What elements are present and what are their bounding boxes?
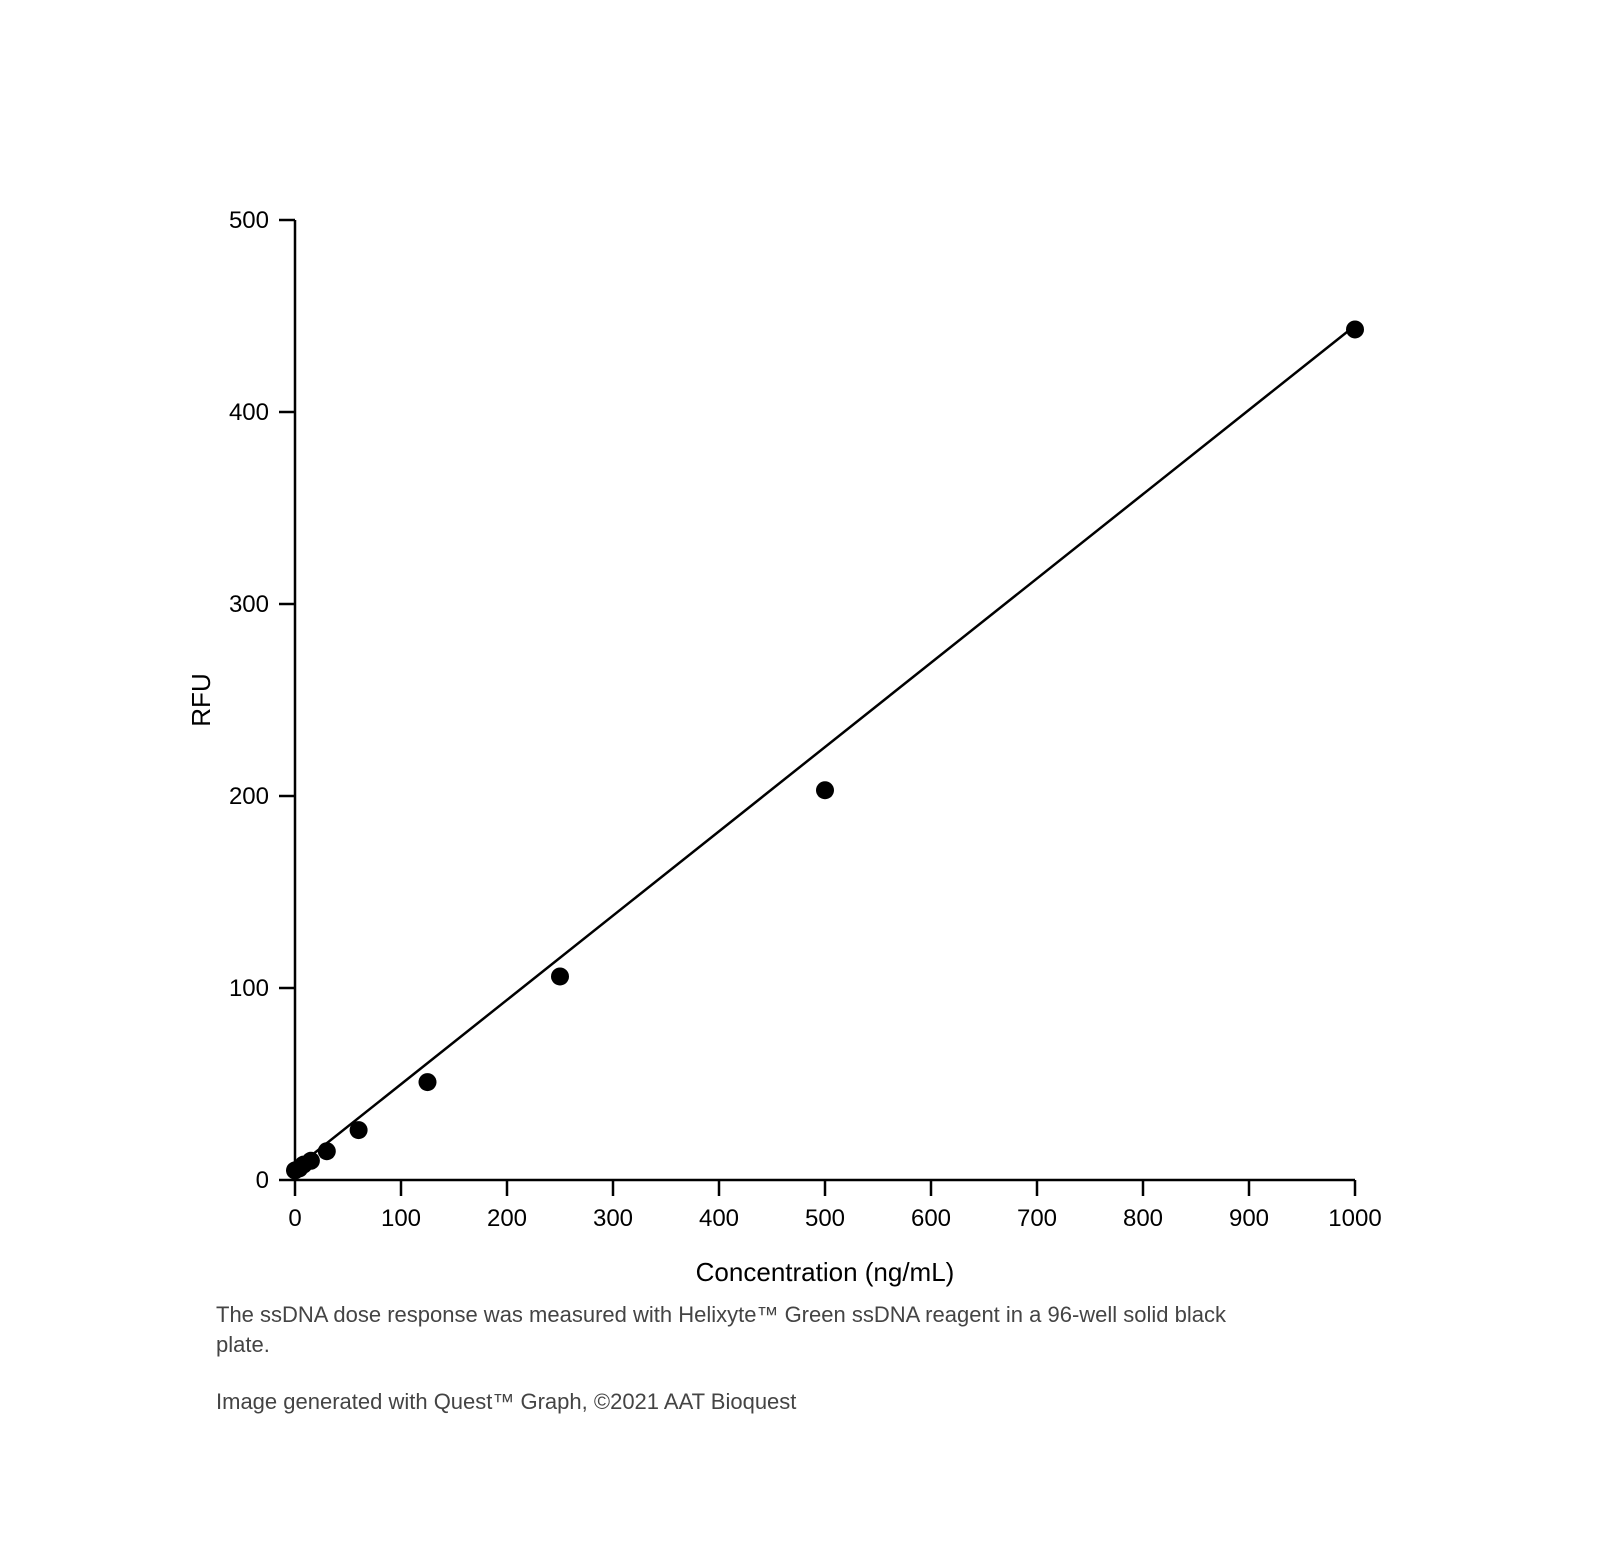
data-point	[1346, 320, 1364, 338]
data-point	[318, 1142, 336, 1160]
x-tick-label: 300	[593, 1205, 633, 1232]
x-tick-label: 100	[381, 1205, 421, 1232]
axes	[295, 220, 1355, 1180]
y-tick-label: 100	[229, 975, 269, 1002]
data-point	[551, 967, 569, 985]
data-point	[350, 1121, 368, 1139]
caption-text-2: Image generated with Quest™ Graph, ©2021…	[216, 1387, 1266, 1417]
regression-line	[295, 326, 1355, 1169]
x-tick-label: 700	[1017, 1205, 1057, 1232]
x-axis-label: Concentration (ng/mL)	[696, 1257, 955, 1287]
x-tick-label: 200	[487, 1205, 527, 1232]
x-ticks: 0 100 200 300 400 500 600 700 800 900 1000	[288, 1180, 1381, 1232]
y-ticks: 0 100 200 300 400 500	[229, 207, 295, 1194]
y-tick-label: 400	[229, 399, 269, 426]
x-tick-label: 1000	[1328, 1205, 1381, 1232]
data-points	[286, 320, 1364, 1179]
fit-line	[295, 326, 1355, 1169]
chart-container: 0 100 200 300 400 500 600 700 800 900 1000 0 100 200…	[180, 180, 1420, 1305]
data-point	[816, 781, 834, 799]
data-point	[302, 1152, 320, 1170]
chart-svg: 0 100 200 300 400 500 600 700 800 900 1000 0 100 200…	[180, 180, 1420, 1300]
caption-block: The ssDNA dose response was measured wit…	[216, 1300, 1266, 1445]
page-container: 0 100 200 300 400 500 600 700 800 900 1000 0 100 200…	[0, 0, 1600, 1550]
y-tick-label: 300	[229, 591, 269, 618]
x-tick-label: 900	[1229, 1205, 1269, 1232]
x-tick-label: 0	[288, 1205, 301, 1232]
caption-text-1: The ssDNA dose response was measured wit…	[216, 1300, 1266, 1359]
x-tick-label: 400	[699, 1205, 739, 1232]
y-tick-label: 200	[229, 783, 269, 810]
data-point	[419, 1073, 437, 1091]
y-tick-label: 500	[229, 207, 269, 234]
y-axis-label: RFU	[186, 673, 216, 726]
x-tick-label: 600	[911, 1205, 951, 1232]
x-tick-label: 500	[805, 1205, 845, 1232]
y-tick-label: 0	[256, 1167, 269, 1194]
x-tick-label: 800	[1123, 1205, 1163, 1232]
